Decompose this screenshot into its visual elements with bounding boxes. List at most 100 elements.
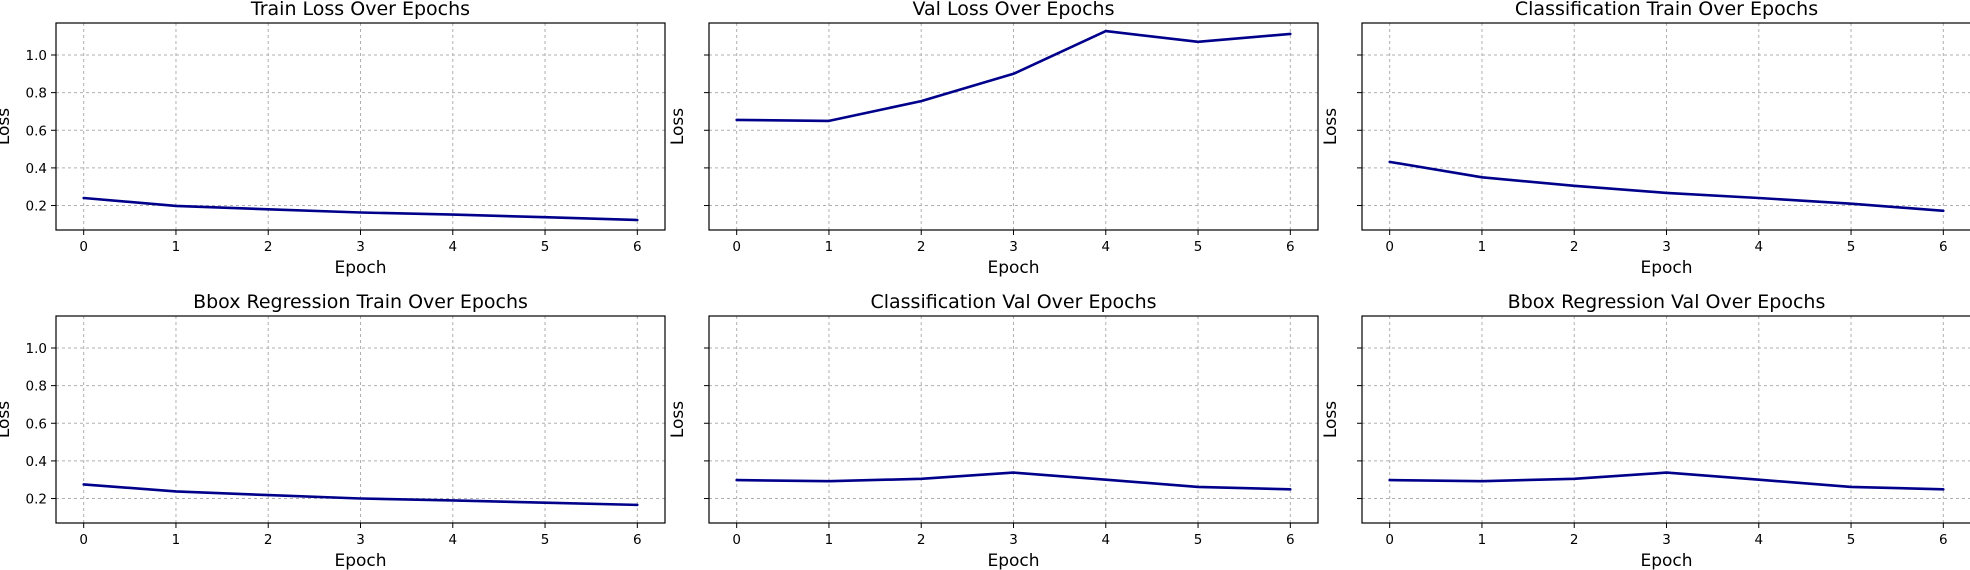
x-axis-label: Epoch: [987, 551, 1039, 570]
x-tick-label: 0: [1385, 532, 1394, 548]
x-axis-label: Epoch: [334, 258, 386, 278]
x-tick-label: 6: [1939, 239, 1948, 255]
data-point: [82, 482, 86, 486]
x-tick-label: 2: [1570, 532, 1579, 548]
y-tick-label: 0.4: [26, 161, 47, 177]
data-point: [174, 489, 178, 493]
x-tick-label: 2: [917, 239, 926, 255]
data-point: [1388, 478, 1392, 482]
x-tick-label: 1: [1478, 239, 1487, 255]
chart-title: Classification Train Over Epochs: [1515, 0, 1818, 20]
data-point: [543, 501, 547, 505]
data-point: [1012, 72, 1016, 76]
data-point: [266, 493, 270, 497]
data-point: [1288, 32, 1292, 36]
data-point: [919, 99, 923, 103]
y-tick-label: 0.6: [26, 123, 47, 139]
data-point: [1665, 471, 1669, 475]
data-point: [1757, 196, 1761, 200]
data-point: [1665, 191, 1669, 195]
x-tick-label: 5: [1194, 532, 1203, 548]
data-point: [266, 207, 270, 211]
y-axis-label: Loss: [668, 401, 688, 438]
x-tick-label: 1: [825, 239, 834, 255]
chart-title: Bbox Regression Train Over Epochs: [193, 291, 528, 313]
axes-frame: [708, 315, 1319, 524]
data-point: [1572, 184, 1576, 188]
x-axis-label: Epoch: [987, 258, 1039, 278]
data-point: [1849, 202, 1853, 206]
data-point: [451, 213, 455, 217]
x-tick-label: 0: [79, 239, 88, 255]
data-point: [1104, 478, 1108, 482]
chart-panel-4: 0 1 2 3 4 5 6 0.2 0.4 0.6 0.8 1.0 Bbox Regression Tr…: [0, 291, 666, 570]
data-point: [451, 498, 455, 502]
data-point: [359, 497, 363, 501]
x-tick-label: 4: [448, 239, 457, 255]
x-tick-label: 5: [1847, 532, 1856, 548]
y-tick-label: 0.8: [26, 86, 47, 102]
x-tick-label: 0: [79, 532, 88, 548]
x-tick-label: 2: [917, 532, 926, 548]
x-tick-label: 3: [1009, 239, 1018, 255]
axes-frame: [708, 22, 1319, 231]
x-tick-label: 1: [825, 532, 834, 548]
x-tick-label: 4: [1101, 532, 1110, 548]
y-axis-label: Loss: [0, 108, 14, 145]
chart-title: Bbox Regression Val Over Epochs: [1508, 291, 1826, 313]
data-point: [1480, 175, 1484, 179]
x-tick-label: 6: [1286, 532, 1295, 548]
data-point: [1941, 487, 1945, 491]
data-point: [1196, 485, 1200, 489]
chart-panel-6: 0 1 2 3 4 5 6 Bbox Regression Val Over Epochs Ep…: [1321, 291, 1970, 570]
data-point: [1572, 477, 1576, 481]
data-point: [1849, 485, 1853, 489]
x-tick-label: 2: [1570, 239, 1579, 255]
data-point: [635, 503, 639, 507]
x-tick-label: 0: [1385, 239, 1394, 255]
chart-title: Train Loss Over Epochs: [250, 0, 470, 20]
data-point: [1388, 160, 1392, 164]
axes-frame: [1361, 315, 1970, 524]
chart-title: Classification Val Over Epochs: [870, 291, 1156, 313]
loss-series-line: [82, 483, 639, 507]
x-tick-label: 6: [1939, 532, 1948, 548]
loss-series-line: [1388, 471, 1945, 491]
loss-series-line: [1388, 160, 1945, 213]
data-point: [1941, 209, 1945, 213]
data-point: [1012, 471, 1016, 475]
chart-panel-2: 0 1 2 3 4 5 6 Val Loss Over Epochs Epoch Loss: [668, 0, 1319, 278]
y-tick-label: 1.0: [26, 48, 47, 64]
axes-frame: [55, 315, 666, 524]
data-point: [827, 119, 831, 123]
y-tick-label: 0.4: [26, 454, 47, 470]
data-point: [359, 210, 363, 214]
y-tick-label: 1.0: [26, 341, 47, 357]
y-axis-label: Loss: [0, 401, 14, 438]
loss-series-line: [735, 29, 1292, 123]
chart-panel-3: 0 1 2 3 4 5 6 Classification Train Over Epochs E…: [1321, 0, 1970, 278]
x-tick-label: 5: [541, 239, 550, 255]
y-axis-label: Loss: [1321, 108, 1341, 145]
data-point: [1288, 487, 1292, 491]
x-tick-label: 4: [1754, 239, 1763, 255]
x-tick-label: 3: [1009, 532, 1018, 548]
y-axis-label: Loss: [1321, 401, 1341, 438]
loss-series-line: [82, 196, 639, 222]
chart-panel-5: 0 1 2 3 4 5 6 Classification Val Over Epochs Epo…: [668, 291, 1319, 570]
data-point: [543, 215, 547, 219]
x-tick-label: 6: [633, 532, 642, 548]
x-tick-label: 0: [732, 239, 741, 255]
x-tick-label: 4: [448, 532, 457, 548]
data-point: [1196, 40, 1200, 44]
x-axis-label: Epoch: [334, 551, 386, 570]
loss-series-line: [735, 471, 1292, 491]
data-point: [1104, 29, 1108, 33]
x-tick-label: 3: [356, 532, 365, 548]
x-tick-label: 1: [172, 239, 181, 255]
chart-title: Val Loss Over Epochs: [912, 0, 1114, 20]
data-point: [735, 478, 739, 482]
x-tick-label: 0: [732, 532, 741, 548]
